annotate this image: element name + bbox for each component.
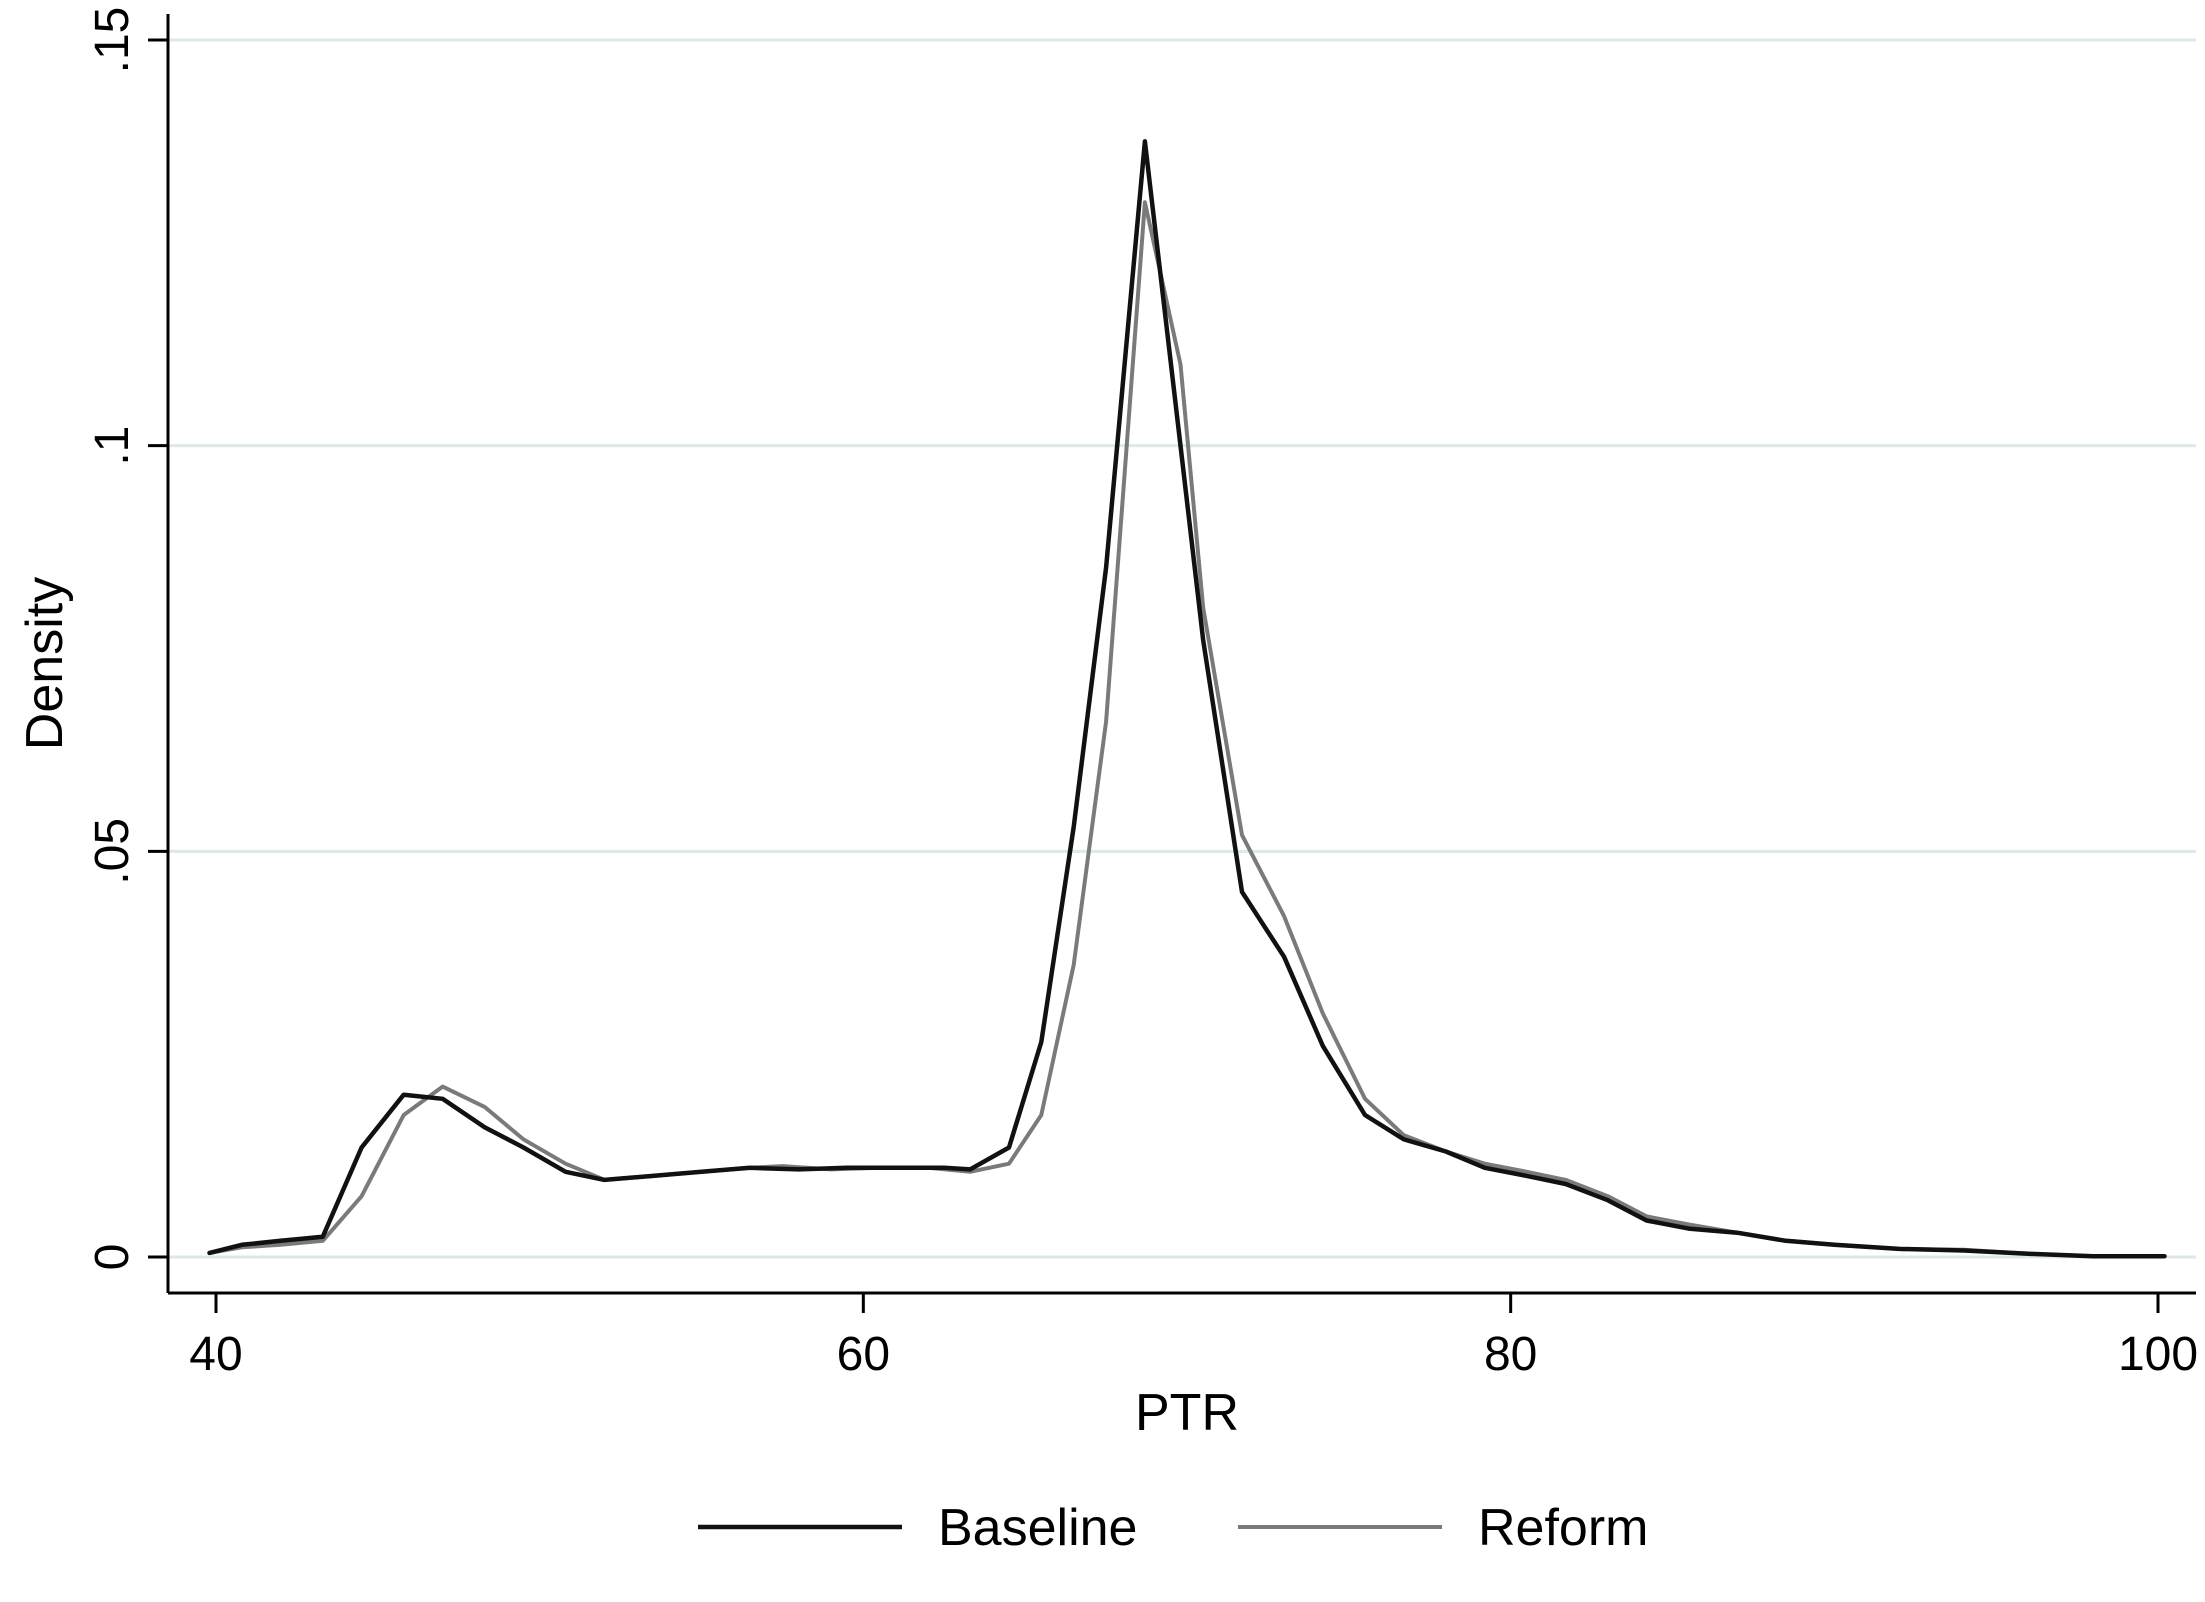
series-layer [207, 139, 2167, 1259]
x-tick-label-80: 80 [1484, 1328, 1537, 1381]
y-ticks: 0 .05 .1 .15 [86, 7, 168, 1271]
y-tick-label-1: .05 [86, 818, 139, 885]
x-tick-label-60: 60 [837, 1328, 890, 1381]
legend: Baseline Reform [698, 1499, 1648, 1557]
legend-label-reform: Reform [1478, 1499, 1648, 1557]
x-tick-label-40: 40 [189, 1328, 242, 1381]
y-tick-label-2: .1 [86, 426, 139, 466]
x-tick-label-100: 100 [2118, 1328, 2198, 1381]
gridlines [168, 38, 2196, 1259]
series-line-reform [207, 200, 2167, 1259]
y-tick-label-3: .15 [86, 7, 139, 74]
legend-label-baseline: Baseline [938, 1499, 1137, 1557]
series-line-baseline [207, 139, 2167, 1259]
y-tick-label-0: 0 [86, 1244, 139, 1271]
y-axis-title: Density [16, 577, 74, 750]
x-ticks: 40 60 80 100 [189, 1293, 2198, 1381]
x-axis-title: PTR [1135, 1384, 1239, 1442]
axes [166, 14, 2196, 1295]
